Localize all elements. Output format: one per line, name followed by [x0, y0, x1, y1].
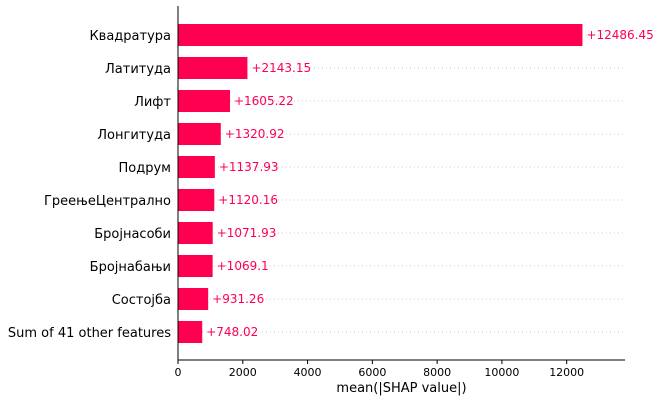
bar	[178, 222, 213, 244]
value-label: +1605.22	[234, 94, 294, 108]
bar	[178, 24, 583, 46]
category-label: Лонгитуда	[97, 128, 171, 143]
bar	[178, 255, 213, 277]
x-tick-label: 8000	[423, 366, 451, 379]
value-label: +2143.15	[251, 61, 311, 75]
value-label: +1320.92	[225, 127, 285, 141]
bar	[178, 123, 221, 145]
value-label: +931.26	[212, 292, 264, 306]
value-label: +1069.1	[217, 259, 269, 273]
value-label: +1120.16	[218, 193, 278, 207]
x-axis-label: mean(|SHAP value|)	[336, 381, 466, 396]
value-label: +1137.93	[219, 160, 279, 174]
category-label: Квадратура	[89, 29, 171, 44]
category-label: Бројнабањи	[90, 260, 171, 275]
value-label: +1071.93	[217, 226, 277, 240]
bar	[178, 288, 209, 310]
category-label: Бројнасоби	[94, 227, 171, 242]
x-tick-label: 12000	[549, 366, 584, 379]
bar	[178, 90, 230, 112]
category-label: Sum of 41 other features	[8, 326, 171, 341]
x-axis-ticks: 0 2000 4000 6000 8000 10000 12000	[175, 360, 584, 379]
x-tick-label: 10000	[484, 366, 519, 379]
value-label: +748.02	[206, 325, 258, 339]
category-labels: Квадратура Латитуда Лифт Лонгитуда Подрум Гре…	[8, 29, 172, 341]
category-label: Состојба	[112, 293, 171, 308]
bars-group	[178, 24, 583, 343]
value-labels: +12486.45 +2143.15 +1605.22 +1320.92 +1137.9…	[206, 28, 654, 339]
category-label: ГреењеЦентрално	[44, 194, 171, 209]
row-guides	[178, 34, 625, 333]
category-label: Лифт	[134, 95, 171, 110]
bar	[178, 189, 215, 211]
x-tick-label: 4000	[294, 366, 322, 379]
x-tick-label: 0	[175, 366, 182, 379]
bar	[178, 57, 248, 79]
category-label: Подрум	[119, 161, 171, 176]
category-label: Латитуда	[105, 62, 171, 77]
x-tick-label: 2000	[229, 366, 257, 379]
value-label: +12486.45	[586, 28, 653, 42]
bar	[178, 321, 203, 343]
x-tick-label: 6000	[358, 366, 386, 379]
bar	[178, 156, 215, 178]
